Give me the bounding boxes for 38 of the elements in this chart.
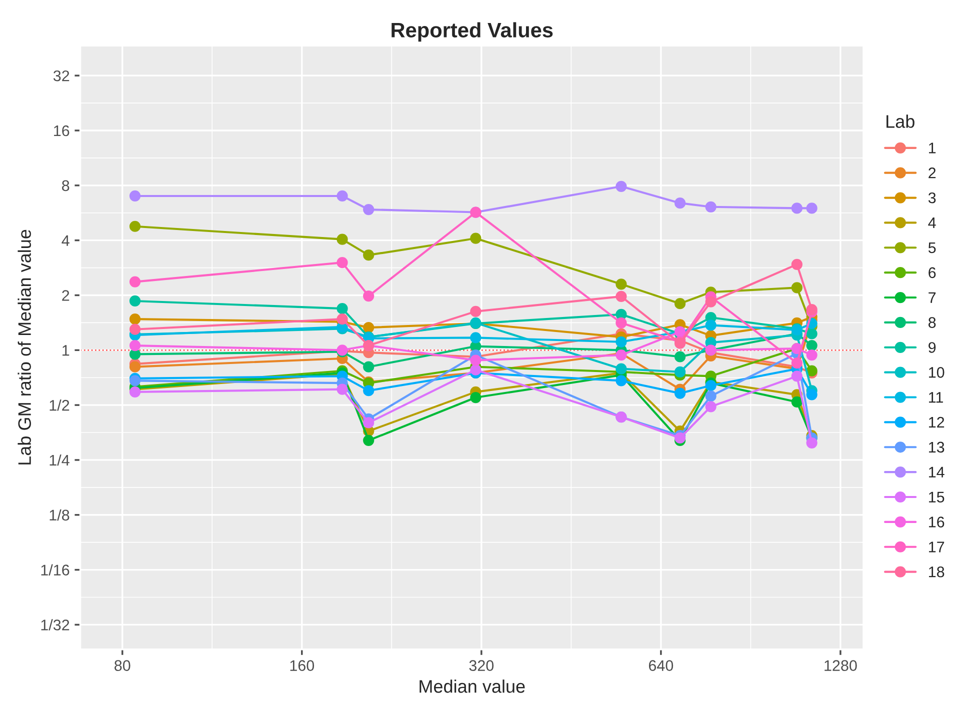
legend-label: 8 bbox=[928, 317, 936, 328]
legend-label: 5 bbox=[928, 242, 936, 254]
legend-label: 3 bbox=[928, 192, 936, 204]
x-tick-label: 640 bbox=[648, 660, 674, 671]
legend-label: 7 bbox=[928, 292, 936, 303]
legend-label: 2 bbox=[928, 168, 936, 178]
y-tick-label: 4 bbox=[62, 235, 70, 246]
legend-label: 6 bbox=[928, 267, 936, 278]
x-axis-title: Median value bbox=[420, 680, 525, 693]
y-tick-label: 2 bbox=[62, 290, 70, 301]
legend-label: 13 bbox=[929, 442, 944, 453]
legend-label: 12 bbox=[929, 416, 944, 428]
legend-label: 4 bbox=[928, 218, 936, 228]
y-tick-label: 1/32 bbox=[41, 619, 70, 630]
x-tick-label: 80 bbox=[114, 660, 130, 671]
legend-label: 14 bbox=[929, 466, 944, 478]
y-axis-title: Lab GM ratio of Median value bbox=[18, 230, 32, 464]
legend-label: 18 bbox=[929, 566, 944, 578]
chart-title: Reported Values bbox=[392, 22, 553, 42]
legend-title: Lab bbox=[886, 114, 914, 128]
x-tick-label: 160 bbox=[290, 660, 314, 671]
y-tick-label: 1 bbox=[62, 345, 70, 356]
x-tick-label: 320 bbox=[469, 660, 494, 671]
legend-label: 10 bbox=[929, 367, 944, 378]
legend-label: 11 bbox=[929, 392, 943, 403]
legend-label: 17 bbox=[929, 542, 944, 552]
x-tick-label: 1280 bbox=[824, 660, 857, 671]
legend-label: 15 bbox=[929, 492, 944, 503]
legend-label: 1 bbox=[929, 142, 936, 154]
legend-label: 9 bbox=[928, 342, 936, 353]
y-tick-label: 32 bbox=[53, 70, 70, 82]
y-tick-label: 8 bbox=[62, 180, 70, 192]
legend-label: 16 bbox=[929, 516, 944, 528]
y-tick-label: 1/16 bbox=[41, 564, 70, 576]
y-tick-label: 1/4 bbox=[50, 454, 70, 466]
y-tick-label: 16 bbox=[54, 125, 70, 136]
y-tick-label: 1/8 bbox=[50, 509, 70, 521]
y-tick-label: 1/2 bbox=[50, 400, 70, 411]
